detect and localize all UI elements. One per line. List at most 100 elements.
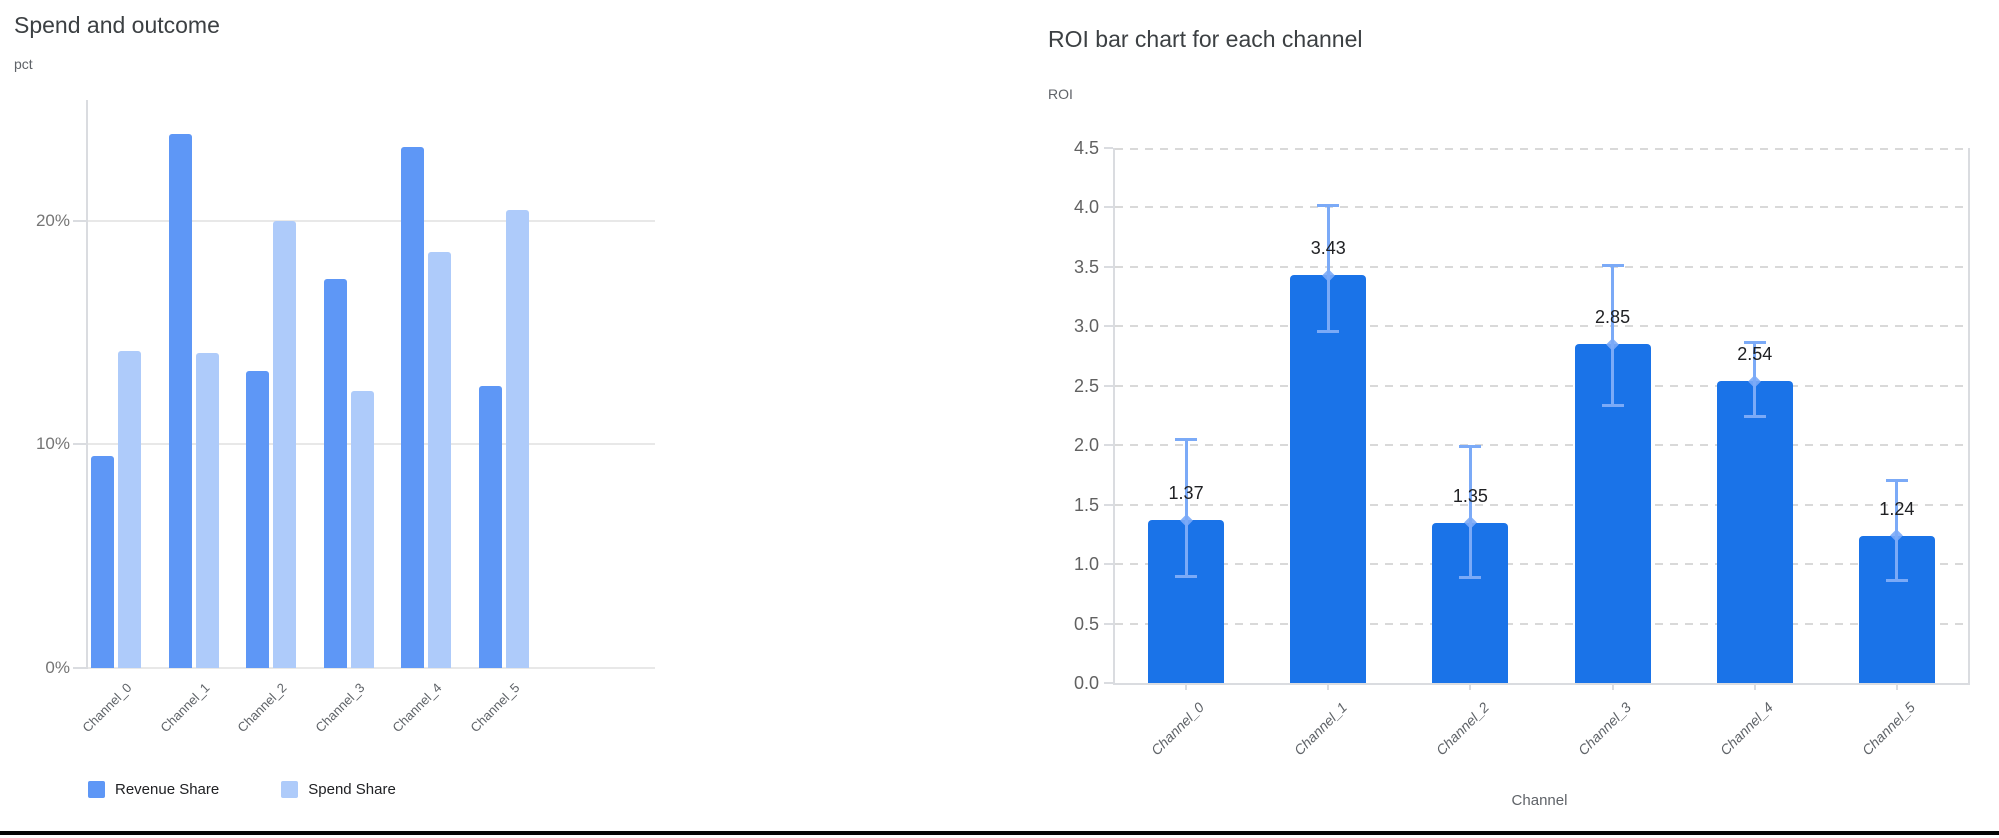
left-y-axis-line	[86, 100, 88, 668]
bar-spend-share-channel_4[interactable]	[428, 252, 451, 668]
right-x-tick-label: Channel_5	[1859, 699, 1919, 759]
right-gridline	[1115, 148, 1968, 150]
roi-value-label: 1.35	[1452, 485, 1488, 506]
error-bar-cap-bottom	[1743, 414, 1766, 418]
right-y-tick-mark	[1104, 265, 1113, 268]
bar-spend-share-channel_3[interactable]	[350, 390, 374, 668]
error-bar-cap-bottom	[1601, 403, 1624, 407]
bar-revenue-share-channel_5[interactable]	[478, 386, 502, 668]
legend-item-spend-share[interactable]: Spend Share	[281, 781, 396, 798]
right-x-tick-mark	[1753, 683, 1756, 690]
right-y-tick-label: 4.0	[1073, 197, 1099, 218]
right-chart-title: ROI bar chart for each channel	[1048, 26, 1363, 52]
right-y-tick-mark	[1104, 147, 1113, 149]
right-y-tick-label: 2.0	[1073, 435, 1099, 456]
error-bar-cap-top	[1459, 445, 1482, 449]
right-y-tick-mark	[1104, 503, 1113, 506]
right-gridline	[1115, 265, 1968, 268]
right-x-tick-label: Channel_4	[1716, 699, 1777, 759]
left-plot-area: 0% 10% 20% Channel_0 Channel_1 Channel_2 Chann…	[36, 100, 655, 735]
bar-spend-share-channel_2[interactable]	[273, 220, 296, 668]
error-bar-cap-bottom	[1459, 576, 1482, 580]
bar-revenue-share-channel_1[interactable]	[168, 133, 192, 668]
right-x-tick-mark	[1469, 683, 1472, 690]
error-bar-cap-top	[1317, 204, 1340, 208]
right-y-tick-mark	[1104, 325, 1113, 328]
roi-value-label: 1.37	[1168, 483, 1204, 504]
spend-share-legend-label: Spend Share	[308, 781, 396, 798]
left-y-tick-label: 10%	[35, 434, 70, 454]
error-bar-line	[1611, 264, 1615, 406]
left-legend: Revenue Share Spend Share	[88, 781, 396, 798]
roi-value-label: 1.24	[1879, 498, 1915, 519]
right-y-tick-label: 3.5	[1073, 256, 1099, 277]
right-x-tick-mark	[1327, 683, 1330, 690]
error-bar-line	[1326, 205, 1330, 333]
roi-bar-channel_1[interactable]	[1290, 275, 1367, 683]
left-chart-title: Spend and outcome	[14, 12, 220, 38]
left-y-unit-label: pct	[14, 56, 33, 72]
right-gridline	[1115, 325, 1968, 328]
right-x-tick-mark	[1611, 683, 1614, 690]
right-x-tick-label: Channel_2	[1432, 699, 1492, 759]
error-bar-cap-top	[1601, 263, 1624, 267]
right-y-tick-label: 1.5	[1073, 494, 1099, 515]
right-y-tick-label: 0.5	[1073, 613, 1099, 634]
right-gridline	[1115, 384, 1968, 387]
error-bar-line	[1468, 446, 1472, 579]
error-bar-cap-top	[1743, 340, 1766, 344]
error-bar-cap-bottom	[1175, 575, 1198, 579]
bar-revenue-share-channel_2[interactable]	[246, 370, 269, 668]
bar-revenue-share-channel_0[interactable]	[91, 455, 114, 668]
bar-spend-share-channel_5[interactable]	[505, 209, 529, 668]
bar-revenue-share-channel_4[interactable]	[401, 147, 424, 668]
right-x-tick-label: Channel_0	[1148, 699, 1208, 759]
right-y-tick-label: 1.0	[1073, 554, 1099, 575]
right-y-tick-mark	[1104, 384, 1113, 387]
right-y-unit-label: ROI	[1048, 86, 1073, 102]
left-y-tick-mark	[73, 443, 88, 446]
right-x-tick-label: Channel_1	[1290, 699, 1350, 759]
right-y-tick-label: 0.0	[1073, 673, 1099, 693]
bar-spend-share-channel_0[interactable]	[118, 350, 141, 668]
right-y-tick-mark	[1104, 622, 1113, 625]
left-gridline	[88, 667, 655, 669]
right-gridline	[1115, 563, 1968, 566]
left-y-tick-mark	[73, 219, 88, 222]
error-bar-line	[1184, 439, 1188, 578]
right-y-tick-label: 4.5	[1073, 138, 1099, 158]
roi-value-label: 3.43	[1310, 238, 1346, 259]
right-x-tick-mark	[1895, 683, 1898, 690]
left-y-tick-label: 20%	[35, 210, 70, 230]
error-bar-cap-top	[1885, 478, 1908, 482]
roi-bar-channel_4[interactable]	[1716, 381, 1793, 683]
right-y-tick-mark	[1104, 444, 1113, 447]
left-y-tick-mark	[73, 667, 88, 669]
right-y-tick-mark	[1104, 206, 1113, 209]
right-y-tick-label: 3.0	[1073, 316, 1099, 337]
roi-value-label: 2.54	[1737, 344, 1773, 365]
right-gridline	[1115, 622, 1968, 625]
bar-revenue-share-channel_3[interactable]	[323, 278, 347, 668]
bottom-divider	[0, 831, 1999, 835]
legend-item-revenue-share[interactable]: Revenue Share	[88, 781, 219, 798]
right-gridline	[1115, 444, 1968, 447]
bar-spend-share-channel_1[interactable]	[195, 352, 219, 668]
left-gridline	[88, 219, 655, 222]
right-x-tick-mark	[1185, 683, 1188, 690]
roi-value-label: 2.85	[1595, 307, 1631, 328]
right-gridline	[1115, 503, 1968, 506]
right-x-axis-title: Channel	[1511, 792, 1568, 809]
revenue-share-swatch	[88, 781, 105, 798]
error-bar-cap-bottom	[1885, 578, 1908, 582]
left-y-tick-label: 0%	[45, 658, 70, 677]
right-y-tick-mark	[1104, 682, 1113, 684]
right-plot-area: 0.0 0.5 1.0 1.5 2.0 2.5 3.0 3.5 4.0 4.5 1.37 Channe…	[1074, 138, 1970, 758]
right-x-tick-label: Channel_3	[1574, 699, 1634, 759]
right-y-tick-mark	[1104, 563, 1113, 566]
error-bar-cap-top	[1175, 438, 1198, 442]
right-y-tick-label: 2.5	[1073, 375, 1099, 396]
